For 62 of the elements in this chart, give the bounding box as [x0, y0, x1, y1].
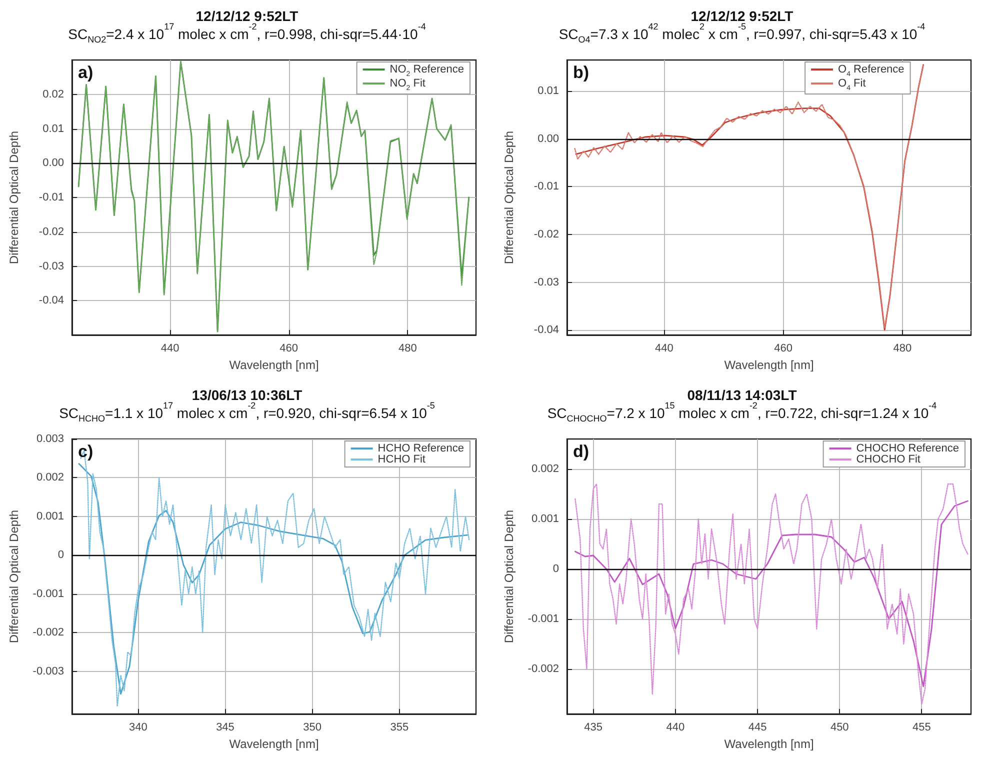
- chart-title: 12/12/12 9:52LT: [690, 8, 794, 24]
- y-tick-label: 0.002: [531, 463, 559, 475]
- legend-label: CHOCHO Reference: [856, 442, 960, 454]
- x-tick-label: 345: [216, 722, 234, 734]
- legend-label: CHOCHO Fit: [856, 454, 920, 466]
- x-tick-label: 480: [398, 342, 417, 354]
- x-tick-label: 440: [160, 342, 180, 354]
- y-tick-label: -0.03: [534, 276, 559, 288]
- x-axis-title: Wavelength [nm]: [229, 736, 319, 751]
- line-series: [574, 500, 968, 688]
- y-tick-label: 0.001: [531, 513, 559, 525]
- y-tick-label: 0.00: [42, 157, 64, 170]
- y-axis-title: Differential Optical Depth: [7, 510, 21, 644]
- y-tick-label: -0.04: [38, 294, 64, 307]
- y-tick-label: -0.002: [32, 626, 64, 639]
- y-tick-label: 0.003: [36, 433, 64, 445]
- y-tick-label: 0: [58, 549, 64, 562]
- annotation: d): [573, 442, 590, 461]
- x-axis-title: Wavelength [nm]: [229, 358, 319, 372]
- y-tick-label: -0.003: [32, 665, 64, 678]
- y-tick-label: -0.01: [38, 192, 64, 204]
- y-axis-title: Differential Optical Depth: [7, 130, 21, 264]
- x-tick-label: 440: [666, 722, 685, 734]
- legend-label: HCHO Fit: [378, 454, 426, 466]
- chart-title: 13/06/13 10:36LT: [192, 387, 303, 403]
- y-tick-label: -0.04: [534, 324, 559, 336]
- x-axis-title: Wavelength [nm]: [724, 358, 814, 372]
- y-tick-label: -0.001: [32, 588, 64, 600]
- x-tick-label: 355: [390, 722, 409, 734]
- y-tick-label: 0.01: [42, 122, 64, 135]
- y-tick-label: 0.02: [42, 88, 64, 100]
- y-tick-label: -0.001: [528, 613, 559, 625]
- y-tick-label: -0.02: [38, 226, 64, 238]
- x-tick-label: 455: [912, 722, 931, 734]
- x-axis-title: Wavelength [nm]: [724, 736, 814, 751]
- x-tick-label: 480: [893, 342, 912, 354]
- x-tick-label: 435: [584, 722, 602, 734]
- line-series: [574, 483, 968, 705]
- y-tick-label: 0.00: [538, 132, 559, 145]
- y-tick-label: 0.002: [36, 472, 64, 484]
- x-tick-label: 440: [654, 342, 674, 354]
- legend-label: HCHO Reference: [378, 442, 464, 454]
- y-tick-label: -0.03: [38, 260, 64, 272]
- x-tick-label: 350: [303, 722, 322, 734]
- y-tick-label: 0.01: [538, 85, 559, 98]
- x-tick-label: 340: [128, 722, 148, 734]
- chart-title: 12/12/12 9:52LT: [196, 8, 299, 24]
- y-tick-label: 0.001: [36, 510, 64, 522]
- y-axis-title: Differential Optical Depth: [502, 510, 516, 644]
- y-tick-label: -0.02: [534, 228, 559, 241]
- y-tick-label: -0.002: [528, 663, 559, 675]
- annotation: c): [78, 442, 94, 461]
- x-tick-label: 450: [830, 722, 849, 734]
- x-tick-label: 460: [774, 342, 792, 354]
- x-tick-label: 445: [748, 722, 767, 734]
- y-tick-label: 0: [552, 563, 559, 575]
- x-tick-label: 460: [280, 342, 298, 354]
- y-axis-title: Differential Optical Depth: [502, 130, 516, 264]
- annotation: a): [78, 63, 94, 82]
- chart-title: 08/11/13 14:03LT: [687, 387, 798, 403]
- annotation: b): [573, 63, 590, 82]
- y-tick-label: -0.01: [534, 180, 559, 193]
